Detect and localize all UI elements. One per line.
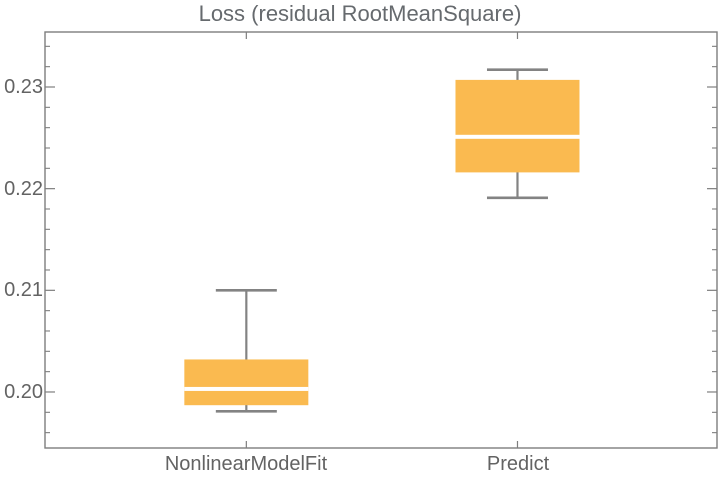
- y-tick-label: 0.20: [4, 380, 43, 403]
- chart-title: Loss (residual RootMeanSquare): [198, 1, 522, 26]
- boxplot-predict: [455, 68, 580, 200]
- boxplot-nonlinearmodelfit: [184, 289, 309, 413]
- box-iqr: [455, 79, 580, 173]
- box-iqr: [184, 359, 309, 406]
- x-axis-label-nonlinearmodelfit: NonlinearModelFit: [164, 453, 328, 475]
- x-axis-ticks: [245, 32, 519, 448]
- plot-border: [44, 31, 718, 449]
- median-line: [455, 134, 580, 139]
- x-axis-label-predict: Predict: [486, 453, 550, 475]
- y-tick-label: 0.22: [4, 177, 43, 200]
- y-axis-ticks: [45, 45, 717, 434]
- y-tick-label: 0.21: [4, 279, 43, 302]
- y-tick-label: 0.23: [4, 75, 43, 98]
- median-line: [184, 386, 309, 391]
